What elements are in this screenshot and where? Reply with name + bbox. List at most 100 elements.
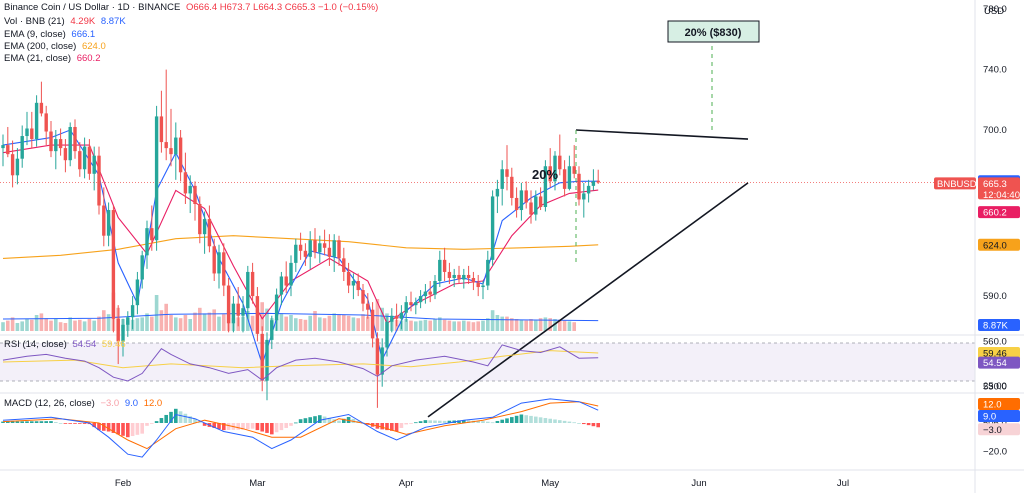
macd-histogram-bar (442, 420, 447, 423)
ema21-value: 660.2 (76, 53, 101, 64)
macd-line (2, 398, 599, 458)
macd-histogram-bar (169, 411, 173, 423)
candle-body (298, 244, 303, 251)
volume-bar (471, 322, 476, 331)
candle-body (270, 320, 274, 340)
rsi-label: RSI (14, close) (4, 339, 67, 350)
macd-histogram-bar (543, 418, 548, 423)
volume-bar (289, 315, 293, 331)
candle-body (255, 296, 260, 334)
macd-histogram-bar (342, 418, 346, 423)
candle-body (351, 281, 356, 286)
candle-body (44, 113, 48, 132)
candle-body (188, 185, 192, 194)
candle-body (236, 303, 240, 316)
candle-body (63, 148, 68, 161)
volume-bar (159, 310, 164, 331)
volume-bar (433, 319, 437, 331)
candle-body (452, 274, 456, 278)
candle-body (193, 185, 197, 204)
ema21-legend[interactable]: EMA (21, close) 660.2 (4, 53, 103, 65)
rsi-ma-tag-bg (978, 347, 1020, 360)
volume-bar (250, 315, 255, 331)
volume-bar (164, 303, 168, 331)
signal-line (2, 401, 599, 450)
macd-histogram-bar (241, 423, 245, 430)
candle-body (102, 205, 106, 236)
last-price-tag: 12:04:40 (983, 190, 1020, 201)
macd-histogram-bar (63, 423, 68, 424)
macd-histogram-bar (135, 423, 140, 435)
volume-bar (418, 320, 423, 331)
macd-histogram-bar (414, 422, 418, 424)
macd-histogram-bar (164, 414, 168, 423)
macd-histogram-bar (447, 420, 452, 423)
volume-bar (298, 319, 303, 331)
macd-histogram-bar (490, 422, 495, 424)
volume-bar (178, 318, 183, 331)
candle-body (366, 303, 370, 310)
macd-histogram-bar (159, 418, 164, 423)
candle-body (265, 339, 269, 381)
macd-histogram-bar (582, 423, 586, 425)
macd-histogram-bar (548, 418, 552, 423)
symbol-tag-bg (934, 177, 976, 190)
candle-body (524, 190, 528, 203)
candle-body (92, 155, 96, 174)
candle-body (20, 136, 24, 159)
candle-body (121, 324, 125, 342)
macd-histogram-bar (390, 423, 394, 431)
ema9-legend[interactable]: EMA (9, close) 666.1 (4, 29, 98, 41)
candle-body (346, 271, 351, 286)
macd-histogram-bar (188, 416, 192, 423)
volume-bar (6, 320, 10, 331)
volume-bar (428, 320, 432, 331)
volume-bar (188, 319, 192, 331)
macd-histogram-bar (500, 419, 504, 423)
candle-body (135, 279, 140, 306)
ema200-legend[interactable]: EMA (200, close) 624.0 (4, 41, 109, 53)
candle-body (586, 185, 591, 194)
candle-body (289, 262, 293, 286)
macd-histogram-bar (308, 417, 312, 423)
macd-histogram-bar (438, 420, 442, 423)
candle-body (116, 318, 120, 342)
macd-histogram-bar (418, 421, 423, 423)
volume-bar (222, 314, 226, 331)
volume-bar (567, 321, 572, 331)
candle-body (591, 181, 596, 186)
candle-body (380, 347, 384, 375)
last-price-tag-bg (978, 177, 1020, 200)
macd-histogram-bar (462, 420, 466, 423)
macd-histogram-bar (198, 422, 202, 424)
candle-body (409, 302, 413, 306)
candle-body (534, 196, 538, 215)
macd-histogram-bar (116, 423, 120, 435)
rsi-legend[interactable]: RSI (14, close) 54.54 59.46 (4, 339, 129, 351)
volume-bar (294, 318, 298, 331)
volume-legend[interactable]: Vol · BNB (21) 4.29K 8.87K (4, 16, 129, 28)
price-tick-label: 590.0 (983, 291, 1007, 302)
macd-histogram-bar (126, 423, 130, 438)
volume-bar (543, 317, 548, 331)
macd-histogram-bar (236, 423, 240, 430)
rsi-ma-value: 59.46 (101, 339, 126, 350)
volume-bar (529, 319, 533, 331)
candle-body (356, 281, 360, 291)
volume-bar (78, 319, 82, 331)
candle-body (6, 145, 10, 155)
macd-histogram-bar (495, 420, 500, 423)
macd-histogram-bar (409, 423, 413, 424)
macd-histogram-bar (82, 423, 87, 424)
volume-bar (332, 313, 336, 331)
candle-body (582, 193, 586, 200)
volume-bar (342, 315, 346, 331)
volume-ma-value: 8.87K (100, 16, 126, 27)
volume-bar (140, 317, 144, 331)
macd-histogram-bar (140, 423, 144, 434)
volume-bar (351, 317, 356, 331)
macd-legend[interactable]: MACD (12, 26, close) −3.0 9.0 12.0 (4, 398, 165, 410)
volume-bar (82, 321, 87, 331)
candle-body (548, 166, 552, 182)
